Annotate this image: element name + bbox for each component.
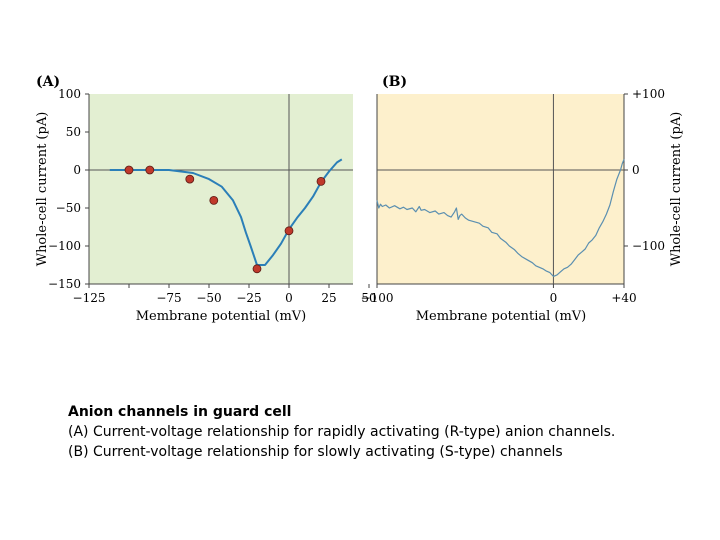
panel-a-plot-area [89,94,353,284]
panel-a-series [109,158,343,274]
panel-b-label: (B) [382,74,407,90]
caption-line-b: (B) Current-voltage relationship for slo… [68,444,563,460]
panel-a-y-tick-label: −150 [48,277,81,291]
panel-a-x-tick-label: 25 [321,291,336,305]
panel-a-y-tick-label: −100 [48,239,81,253]
panel-b-plot-area [377,94,624,284]
panel-a-y-label: Whole-cell current (pA) [35,112,50,267]
figure-caption: Anion channels in guard cell (A) Current… [68,402,615,462]
panel-a-x-tick-label: 50 [361,291,376,305]
panel-a-y-tick-label: 0 [73,163,81,177]
panel-a-x-label: Membrane potential (mV) [136,309,307,324]
panel-a-label: (A) [36,74,60,90]
panel-b-axes [376,94,625,285]
panel-b-y-ticks: +100 0 −100 [624,87,665,253]
panel-b-y-label: Whole-cell current (pA) [669,112,684,267]
panel-a-data-point [316,176,326,186]
panel-b-x-ticks: −100 0 +40 [361,284,637,305]
panel-a-data-point [145,165,155,175]
panel-a-data-point [185,174,195,184]
panel-a-x-tick-label: 0 [285,291,293,305]
panel-b-x-tick-label: +40 [611,291,636,305]
panel-a-x-ticks: −125 −75 −50 −25 0 25 50 [73,284,377,305]
figure: (A) −125 −75 −50 −25 0 25 50 100 50 0 −50 −100 −150… [35,74,684,324]
panel-b-x-tick-label: 0 [550,291,558,305]
panel-b-series [376,159,625,277]
caption-line-a: (A) Current-voltage relationship for rap… [68,424,616,440]
panel-a: (A) −125 −75 −50 −25 0 25 50 100 50 0 −50 −100 −150… [35,74,377,324]
panel-b-y-tick-label: +100 [632,87,665,101]
panel-b-current-trace [376,159,625,277]
panel-b-y-tick-label: −100 [632,239,665,253]
panel-a-y-tick-label: 100 [58,87,81,101]
panel-a-x-tick-label: −75 [156,291,181,305]
panel-a-data-point [124,165,134,175]
panel-a-x-tick-label: −125 [73,291,106,305]
panel-a-x-tick-label: −50 [196,291,221,305]
panel-a-y-ticks: 100 50 0 −50 −100 −150 [48,87,89,291]
panel-b-x-label: Membrane potential (mV) [416,309,587,324]
panel-a-data-point [209,195,219,205]
panel-a-x-tick-label: −25 [236,291,261,305]
panel-a-data-point [284,226,294,236]
panel-a-data-point [252,264,262,274]
panel-b-y-tick-label: 0 [632,163,640,177]
panel-b-x-tick-label: −100 [361,291,394,305]
caption-title: Anion channels in guard cell [68,404,292,420]
panel-a-y-tick-label: −50 [56,201,81,215]
panel-b: (B) −100 0 +40 +100 0 −100 Membrane potentia… [361,74,684,324]
panel-a-y-tick-label: 50 [66,125,81,139]
